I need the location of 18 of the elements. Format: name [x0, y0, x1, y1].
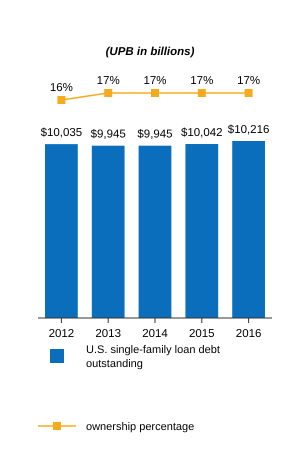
x-tick-label: 2013: [95, 328, 121, 340]
data-label: $9,945: [137, 128, 173, 141]
chart-title: (UPB in billions): [106, 46, 195, 58]
data-label: $9,945: [90, 128, 126, 141]
data-label: 17%: [190, 75, 214, 87]
data-label: 16%: [50, 82, 73, 94]
x-tick-label: 2015: [189, 328, 215, 340]
legend-label: U.S. single-family loan debt outstanding: [86, 344, 220, 370]
data-label: 17%: [143, 75, 167, 87]
data-label: $10,216: [228, 124, 270, 136]
x-tick-label: 2014: [142, 328, 168, 340]
data-label: $10,035: [40, 127, 82, 140]
x-tick-label: 2012: [48, 328, 74, 340]
data-label: 17%: [96, 75, 120, 87]
data-label: $10,042: [181, 127, 223, 140]
data-label: 17%: [237, 75, 260, 87]
x-tick-label: 2016: [236, 328, 262, 340]
legend-label: ownership percentage: [86, 421, 194, 433]
